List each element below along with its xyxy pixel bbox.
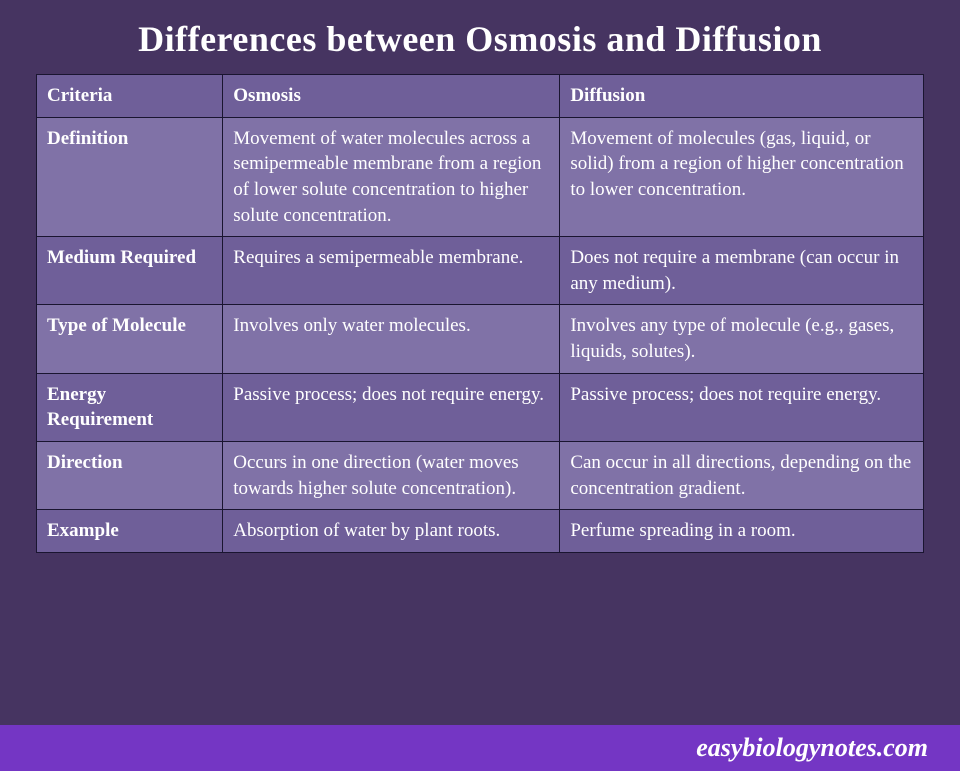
cell-osmosis: Occurs in one direction (water moves tow… [223,442,560,510]
cell-diffusion: Involves any type of molecule (e.g., gas… [560,305,924,373]
cell-osmosis: Requires a semipermeable membrane. [223,237,560,305]
header-osmosis: Osmosis [223,75,560,118]
cell-osmosis: Passive process; does not require energy… [223,373,560,441]
cell-osmosis: Involves only water molecules. [223,305,560,373]
page-title: Differences between Osmosis and Diffusio… [0,0,960,74]
table-row: Medium Required Requires a semipermeable… [37,237,924,305]
table-header-row: Criteria Osmosis Diffusion [37,75,924,118]
table-row: Definition Movement of water molecules a… [37,117,924,237]
cell-osmosis: Absorption of water by plant roots. [223,510,560,553]
header-diffusion: Diffusion [560,75,924,118]
table-row: Example Absorption of water by plant roo… [37,510,924,553]
cell-diffusion: Can occur in all directions, depending o… [560,442,924,510]
footer-watermark: easybiologynotes.com [0,725,960,771]
cell-criteria: Definition [37,117,223,237]
cell-criteria: Direction [37,442,223,510]
table-row: Energy Requirement Passive process; does… [37,373,924,441]
cell-osmosis: Movement of water molecules across a sem… [223,117,560,237]
table-body: Definition Movement of water molecules a… [37,117,924,552]
comparison-table-container: Criteria Osmosis Diffusion Definition Mo… [0,74,960,553]
cell-criteria: Medium Required [37,237,223,305]
table-row: Direction Occurs in one direction (water… [37,442,924,510]
cell-diffusion: Passive process; does not require energy… [560,373,924,441]
cell-diffusion: Movement of molecules (gas, liquid, or s… [560,117,924,237]
cell-criteria: Example [37,510,223,553]
cell-criteria: Type of Molecule [37,305,223,373]
cell-diffusion: Perfume spreading in a room. [560,510,924,553]
cell-criteria: Energy Requirement [37,373,223,441]
cell-diffusion: Does not require a membrane (can occur i… [560,237,924,305]
header-criteria: Criteria [37,75,223,118]
table-row: Type of Molecule Involves only water mol… [37,305,924,373]
comparison-table: Criteria Osmosis Diffusion Definition Mo… [36,74,924,553]
